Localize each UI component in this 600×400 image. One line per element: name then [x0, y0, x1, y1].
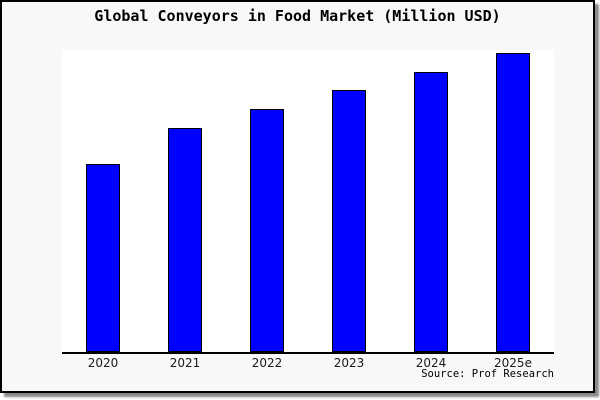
x-tick-label-2023: 2023: [333, 356, 365, 370]
chart-title: Global Conveyors in Food Market (Million…: [94, 7, 501, 25]
bar-2024: [414, 72, 448, 352]
chart-frame: Global Conveyors in Food Market (Million…: [0, 0, 595, 393]
x-tick-label-2025e: 2025e: [494, 356, 532, 370]
x-tick-label-2024: 2024: [415, 356, 447, 370]
x-tick-label-2021: 2021: [169, 356, 201, 370]
bar-2021: [168, 128, 202, 352]
x-tick-label-2022: 2022: [251, 356, 283, 370]
bar-2023: [332, 90, 366, 352]
x-axis-labels: 2020 2021 2022 2023 2024 2025e: [2, 356, 593, 372]
x-tick-label-2020: 2020: [87, 356, 119, 370]
bar-2022: [250, 109, 284, 352]
bar-2025e: [496, 53, 530, 352]
bar-2020: [86, 164, 120, 352]
plot-area: [62, 50, 554, 354]
source-credit: Source: Prof Research: [421, 368, 554, 380]
